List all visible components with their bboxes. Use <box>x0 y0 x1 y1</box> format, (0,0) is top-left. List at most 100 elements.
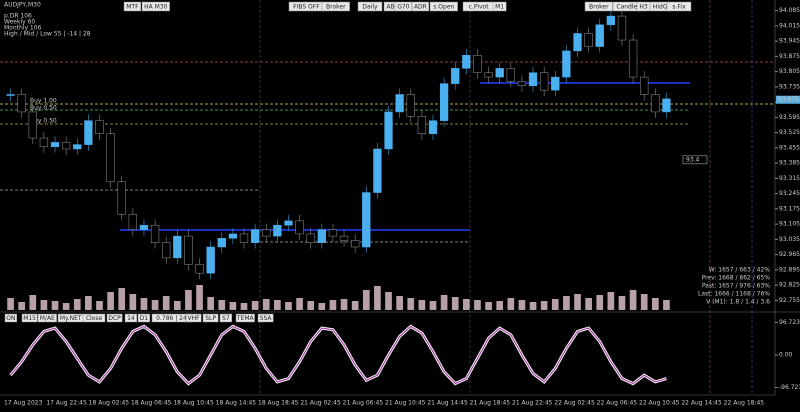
volume-bar <box>118 288 126 310</box>
time-label: 21 Aug 06:45 <box>343 400 384 407</box>
level-label: Buy 0.50 <box>30 105 57 112</box>
indicator-button[interactable] <box>235 313 255 323</box>
price-marker: 93.4 <box>686 156 700 163</box>
indicator-button-label: M/AE <box>40 315 55 322</box>
indicator-button[interactable] <box>185 313 202 323</box>
osc-line <box>10 325 667 385</box>
indicator-button-label: TEMA <box>236 315 255 322</box>
candle <box>295 220 304 235</box>
toolbar-button[interactable] <box>357 1 383 12</box>
y-tick-label: 93.315 <box>779 175 800 182</box>
stats-text: Past: 1657 / 976 / 63% <box>702 283 770 290</box>
toolbar-button[interactable] <box>584 1 613 12</box>
volume-bar <box>551 299 559 310</box>
volume-bar <box>240 303 248 310</box>
volume-bar <box>407 298 415 310</box>
y-tick-label: 93.035 <box>779 236 800 243</box>
candle <box>495 68 504 78</box>
indicator-button[interactable] <box>37 313 57 323</box>
volume-bar <box>62 303 70 310</box>
toolbar-button[interactable] <box>123 1 142 12</box>
volume-bar <box>507 298 515 310</box>
indicator-button[interactable] <box>124 313 138 323</box>
indicator-button-label: Close <box>86 315 103 322</box>
candle <box>373 148 382 193</box>
toolbar-button[interactable] <box>321 1 350 12</box>
time-label: 22 Aug 18:45 <box>724 400 765 407</box>
indicator-button[interactable] <box>21 313 38 323</box>
candle <box>439 83 449 121</box>
volume-bar <box>7 298 14 310</box>
volume-bar <box>29 295 37 310</box>
time-label: 18 Aug 14:45 <box>216 400 257 407</box>
candle <box>328 229 338 237</box>
volume-bar <box>663 300 670 310</box>
toolbar-button[interactable] <box>492 1 507 12</box>
volume-bar <box>629 290 637 310</box>
time-label: 22 Aug 14:45 <box>681 400 722 407</box>
toolbar-button-label: H3 <box>639 4 648 11</box>
indicator-button[interactable] <box>106 313 123 323</box>
volume-bar <box>274 300 281 310</box>
time-label: 21 Aug 10:45 <box>385 400 426 407</box>
stats-text: Last: 1666 / 1168 / 76% <box>698 291 770 298</box>
volume-bar <box>362 290 370 310</box>
toolbar-button[interactable] <box>666 1 692 12</box>
indicator-button-label: VHF <box>188 315 201 322</box>
indicator-button-label: M15 <box>23 315 36 322</box>
indicator-button[interactable] <box>219 313 233 323</box>
y-tick-label: 93.175 <box>779 205 800 212</box>
candle <box>351 240 360 248</box>
toolbar-button-label: HidG <box>653 4 668 11</box>
volume-bar <box>440 295 448 310</box>
volume-bar <box>73 299 81 310</box>
candle <box>150 224 160 243</box>
candle <box>284 220 293 226</box>
candle <box>339 235 349 241</box>
toolbar-button-label: s.Open <box>433 4 454 11</box>
volume-bar <box>496 301 504 310</box>
time-label: 21 Aug 18:45 <box>470 400 511 407</box>
candle <box>6 94 15 96</box>
volume-bar <box>474 300 481 310</box>
indicator-button[interactable] <box>82 313 106 323</box>
volume-bar <box>129 294 137 310</box>
candle <box>362 192 371 248</box>
y-tick-label: 93.455 <box>779 144 800 151</box>
indicator-button-label: DCP <box>108 315 121 322</box>
indicator-button[interactable] <box>202 313 219 323</box>
volume-bar <box>529 302 537 310</box>
time-label: 22 Aug 02:45 <box>554 400 595 407</box>
y-tick-label: 92.965 <box>779 251 800 258</box>
y-tick-label: 93.385 <box>779 160 800 167</box>
candle <box>451 68 460 84</box>
candle <box>406 94 415 117</box>
osc-tick-label: 0.00 <box>779 352 793 359</box>
candle <box>540 72 549 91</box>
y-tick-label: 94.085 <box>779 7 800 14</box>
candle <box>250 229 260 243</box>
indicator-button[interactable] <box>137 313 151 323</box>
volume-bar <box>85 296 92 310</box>
level-label: Buy 1.00 <box>30 98 57 105</box>
indicator-button-label: SLP <box>205 315 216 322</box>
candle <box>651 94 660 113</box>
stats-text: W: 1657 / 663 / 42% <box>709 267 771 274</box>
toolbar-button[interactable] <box>141 1 170 12</box>
toolbar-button-label: Daily <box>362 4 378 11</box>
time-label: 22 Aug 06:45 <box>597 400 638 407</box>
indicator-button-label: My.NET <box>60 315 82 322</box>
candle <box>606 15 615 26</box>
volume-bar <box>329 300 337 310</box>
indicator-button[interactable] <box>4 313 18 323</box>
indicator-button[interactable] <box>257 313 274 323</box>
toolbar-button-label: AB <box>386 4 394 11</box>
toolbar-button-label: HA M30 <box>144 4 168 11</box>
info-text: Monthly 106 <box>4 25 42 32</box>
y-tick-label: 93.105 <box>779 221 800 228</box>
volume-bar <box>296 298 303 310</box>
volume-bar <box>18 302 26 310</box>
toolbar-button[interactable] <box>429 1 458 12</box>
toolbar-button[interactable] <box>411 1 430 12</box>
